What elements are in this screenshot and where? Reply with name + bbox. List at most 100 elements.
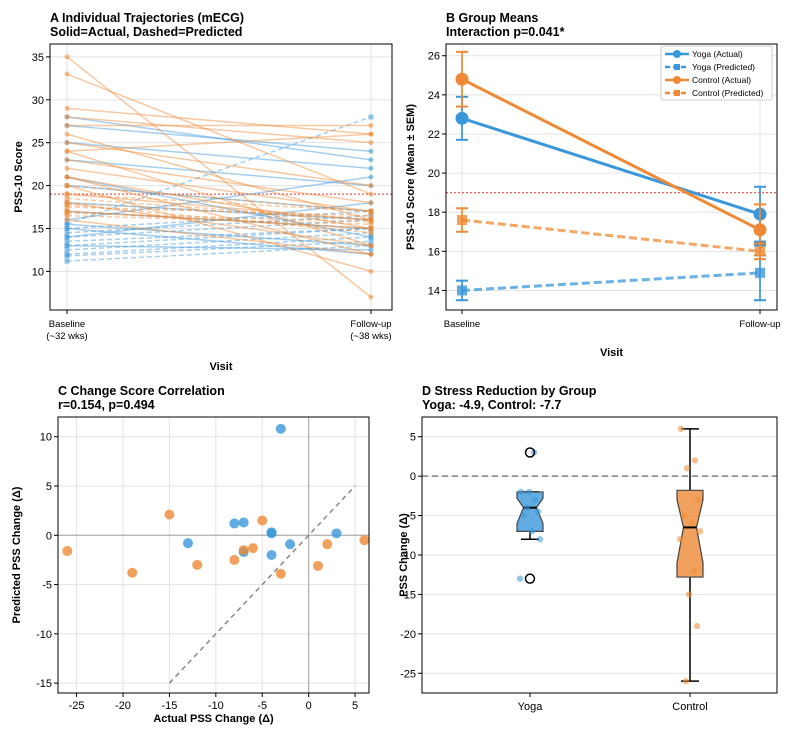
x-axis-label: Actual PSS Change (Δ) (153, 713, 274, 725)
y-tick-label: -15 (400, 589, 416, 601)
legend: Yoga (Actual) Yoga (Predicted) Control (Ac… (660, 45, 773, 101)
panel-subtitle: r=0.154, p=0.494 (58, 398, 155, 412)
yoga-predicted-point (64, 258, 70, 264)
yoga-actual-trajectory (66, 184, 372, 213)
legend-label: Control (Predicted) (692, 88, 764, 98)
y-tick-label: -20 (400, 629, 416, 641)
control-scatter-point (359, 535, 370, 546)
control-point (64, 140, 70, 146)
x-tick-label: -25 (69, 700, 85, 712)
y-tick-label: -25 (400, 668, 416, 680)
data-point (536, 536, 544, 543)
mean-marker (455, 72, 469, 86)
outlier-marker (524, 573, 536, 584)
data-point (696, 528, 704, 535)
yoga-point (368, 174, 374, 180)
control-scatter-point (275, 568, 286, 579)
control-predicted-trajectory (66, 214, 372, 225)
control-predicted-point (64, 213, 70, 219)
x-tick-label: Baseline (444, 319, 480, 330)
y-tick-label: -10 (400, 550, 416, 562)
control-actual-trajectory (66, 73, 372, 195)
control-scatter-point (312, 560, 323, 571)
control-scatter-point (62, 546, 73, 557)
data-point (685, 591, 693, 598)
control-point (368, 183, 374, 189)
x-tick-label: Control (672, 701, 707, 713)
series-control-predicted (456, 207, 766, 261)
yoga-predicted-trajectory (66, 236, 372, 255)
control-scatter-point (127, 567, 138, 578)
panel-subtitle: Solid=Actual, Dashed=Predicted (50, 25, 242, 39)
control-actual-trajectory (66, 184, 372, 273)
yoga-predicted-point (64, 221, 70, 227)
yoga-predicted-trajectory (66, 227, 372, 247)
y-tick-label: 15 (32, 223, 44, 235)
control-point (64, 157, 70, 163)
legend-label: Control (Actual) (692, 75, 751, 85)
yoga-predicted-point (64, 225, 70, 231)
control-actual-trajectory (66, 193, 372, 221)
control-predicted-point (64, 210, 70, 216)
control-predicted-trajectory (66, 201, 372, 221)
data-point (520, 512, 528, 519)
y-tick-label: 5 (410, 432, 416, 444)
yoga-point (368, 165, 374, 171)
mean-marker (755, 267, 765, 278)
y-tick-label: 24 (428, 90, 440, 102)
control-actual-trajectory (66, 150, 372, 247)
yoga-scatter-point (229, 518, 240, 529)
yoga-actual-trajectory (66, 244, 372, 251)
series-control-actual (455, 50, 767, 257)
legend-swatch-marker (674, 64, 680, 70)
yoga-point (368, 157, 374, 163)
data-point (525, 488, 533, 496)
x-tick-label: -20 (115, 700, 131, 712)
control-predicted-trajectory (66, 193, 372, 213)
data-point (694, 496, 702, 503)
yoga-scatter-point (266, 550, 277, 560)
yoga-actual-trajectory (66, 227, 372, 255)
control-actual-trajectory (66, 56, 372, 298)
yoga-predicted-point (64, 238, 70, 244)
plot-frame (445, 43, 778, 311)
y-tick-label: 30 (32, 95, 44, 107)
panel-c-change-correlation: -15 -10 -5 0 5 10 -25 -20 -15 -10 -5 0 5 Actual PSS C… (11, 384, 370, 725)
x-tick-label: Baseline (~32 wks) (46, 319, 87, 342)
control-point (368, 191, 374, 197)
y-tick-label: 26 (428, 51, 440, 63)
yoga-scatter-point (182, 538, 193, 549)
control-predicted-point (368, 213, 374, 219)
panel-subtitle: Interaction p=0.041* (446, 25, 565, 39)
data-point (531, 496, 539, 503)
control-scatter-point (247, 543, 258, 554)
control-predicted-trajectory (66, 206, 372, 217)
control-point (368, 200, 374, 206)
series-yoga-predicted (456, 244, 766, 302)
x-axis-label: Visit (600, 347, 623, 359)
control-point (64, 54, 70, 60)
yoga-actual-trajectory (66, 210, 372, 230)
data-point (516, 575, 524, 582)
control-scatter-point (322, 539, 333, 550)
x-tick-label: -5 (257, 700, 267, 712)
mean-marker (457, 215, 467, 226)
control-predicted-point (368, 225, 374, 231)
yoga-scatter-point (266, 528, 277, 539)
yoga-actual-trajectory (66, 201, 372, 221)
y-axis-label: PSS-10 Score (Mean ± SEM) (405, 104, 417, 250)
yoga-predicted-point (64, 247, 70, 253)
y-tick-label: -15 (36, 678, 52, 690)
control-point (64, 71, 70, 77)
legend-swatch-marker (673, 50, 681, 58)
panel-title: C Change Score Correlation (58, 384, 225, 398)
mean-line (461, 116, 761, 216)
x-tick-label: -15 (161, 700, 177, 712)
control-predicted-trajectory (66, 203, 372, 234)
control-point (64, 131, 70, 137)
yoga-boxplot (516, 447, 544, 584)
control-scatter-point (257, 515, 268, 526)
panel-subtitle: Yoga: -4.9, Control: -7.7 (422, 398, 561, 412)
legend-swatch-marker (673, 76, 681, 84)
control-actual-trajectory (66, 219, 372, 255)
